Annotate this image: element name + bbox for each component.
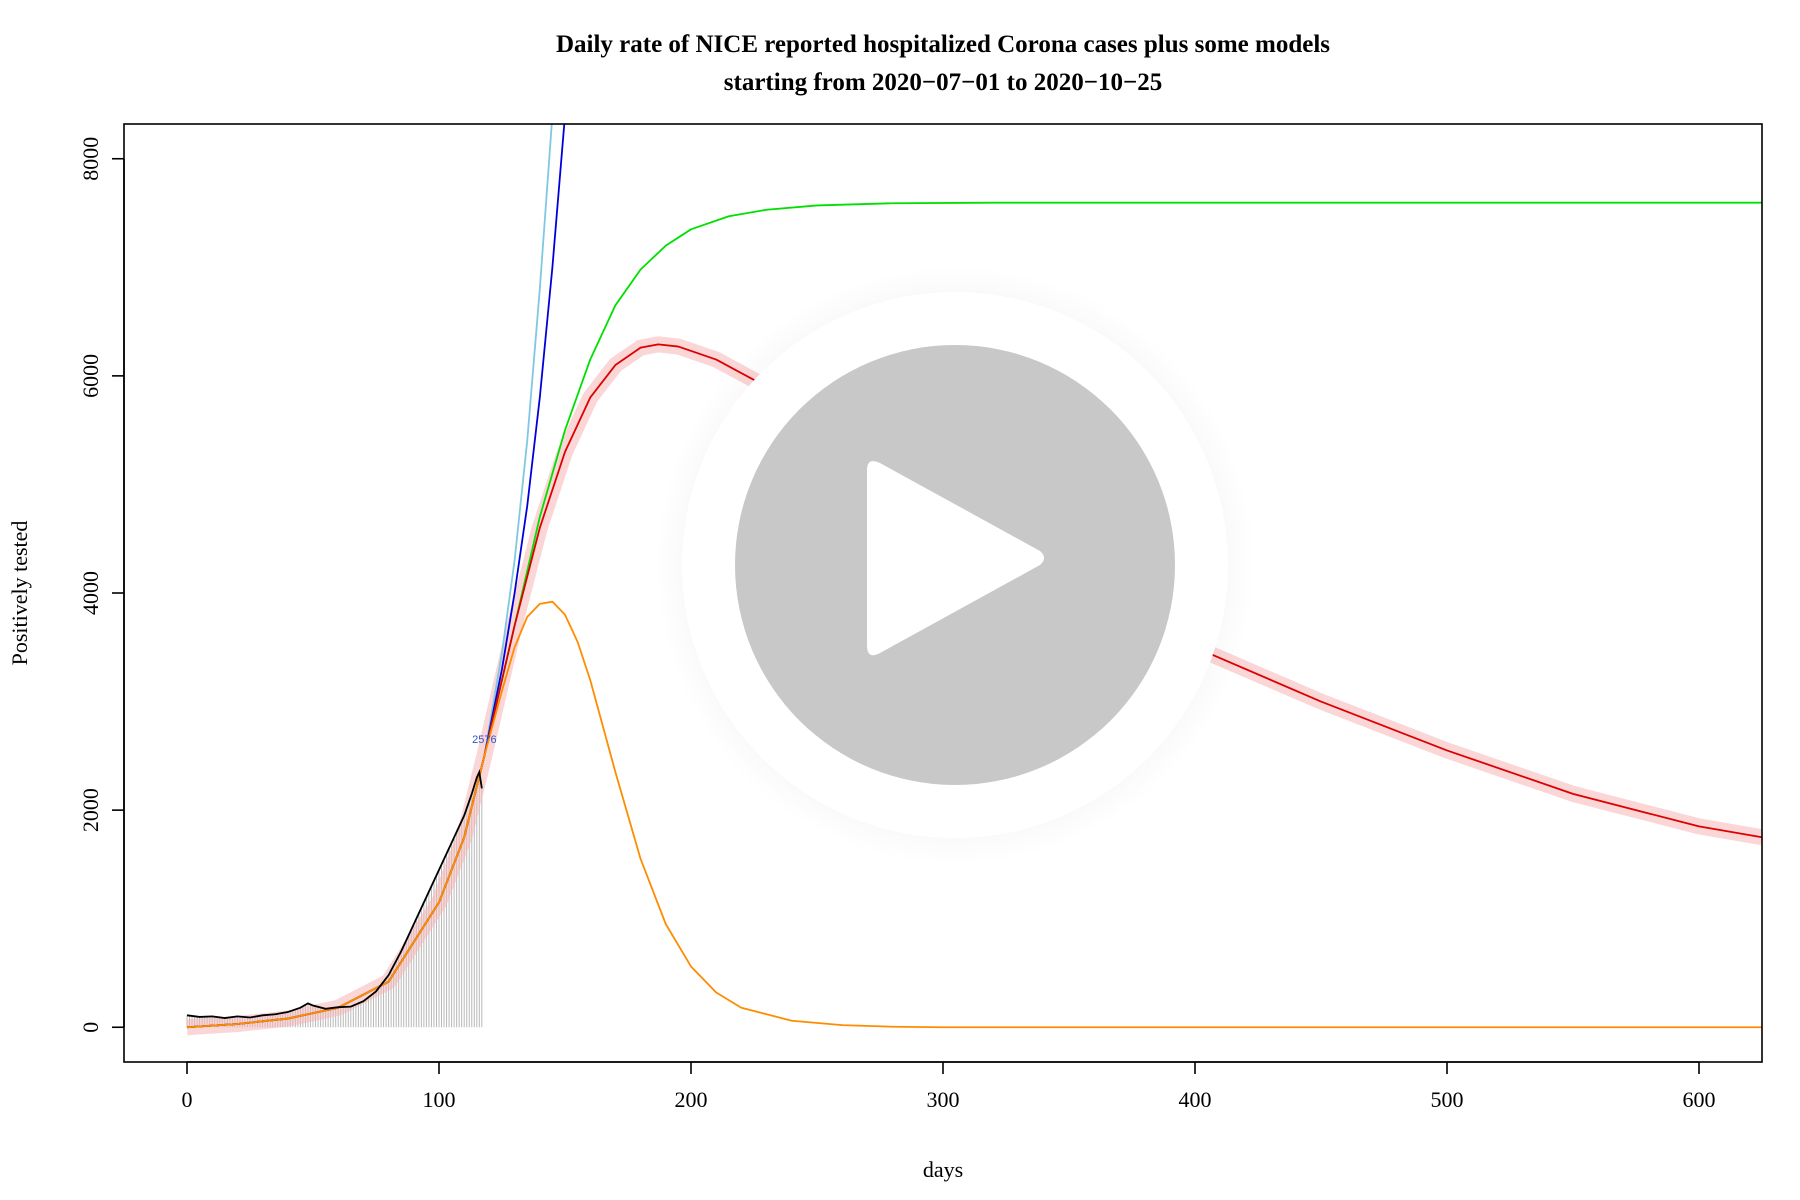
x-axis: 0 100 200 300 400 500 600 xyxy=(182,1061,1716,1112)
y-tick-label: 0 xyxy=(78,1022,103,1033)
y-tick-label: 2000 xyxy=(78,788,103,832)
x-tick-label: 300 xyxy=(927,1087,960,1112)
chart-title: Daily rate of NICE reported hospitalized… xyxy=(556,31,1330,58)
x-tick-label: 0 xyxy=(182,1087,193,1112)
observed-line xyxy=(186,769,483,1019)
x-tick-label: 600 xyxy=(1683,1087,1716,1112)
series-line-0 xyxy=(186,124,553,1029)
x-tick-label: 400 xyxy=(1179,1087,1212,1112)
y-tick-label: 4000 xyxy=(78,571,103,615)
series-line-1 xyxy=(186,124,566,1029)
x-axis-label: days xyxy=(923,1157,963,1182)
play-button-graphic xyxy=(655,265,1255,865)
y-tick-label: 6000 xyxy=(78,354,103,398)
play-icon xyxy=(867,461,1044,656)
play-button[interactable] xyxy=(655,265,1255,865)
x-tick-label: 500 xyxy=(1431,1087,1464,1112)
series-line-4 xyxy=(186,600,1762,1029)
annotation-label: 2576 xyxy=(472,734,496,746)
chart-subtitle: starting from 2020−07−01 to 2020−10−25 xyxy=(724,69,1162,96)
x-tick-label: 100 xyxy=(423,1087,456,1112)
y-tick-label: 8000 xyxy=(78,137,103,181)
x-tick-label: 200 xyxy=(675,1087,708,1112)
y-axis: 0 2000 4000 6000 8000 xyxy=(78,137,125,1033)
y-axis-label: Positively tested xyxy=(7,521,32,666)
